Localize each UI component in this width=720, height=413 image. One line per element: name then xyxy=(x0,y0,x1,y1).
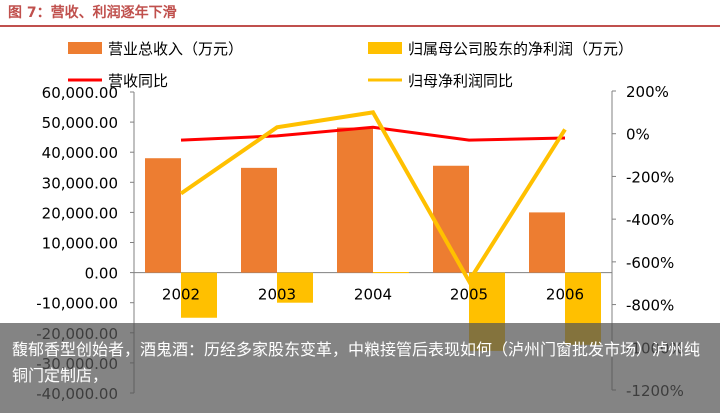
legend: 营业总收入（万元） 归属母公司股东的净利润（万元） 营收同比 归母净利润同比 xyxy=(68,40,633,90)
revenue-bar xyxy=(145,158,181,273)
profit-bar xyxy=(373,271,409,273)
x-tick-label: 2003 xyxy=(258,286,296,304)
revenue-bar xyxy=(337,127,373,273)
right-tick-label: -400% xyxy=(626,211,674,229)
left-tick-label: 20,000.00 xyxy=(42,204,118,222)
lines xyxy=(179,110,567,285)
left-tick-label: 10,000.00 xyxy=(42,235,118,253)
left-tick-label: -10,000.00 xyxy=(36,295,118,313)
revenue-bar xyxy=(433,165,469,273)
revenue-bar xyxy=(241,167,277,273)
legend-label: 归母净利润同比 xyxy=(408,72,513,90)
right-tick-label: -800% xyxy=(626,297,674,315)
left-tick-label: 0.00 xyxy=(85,265,118,283)
legend-label: 营业总收入（万元） xyxy=(108,40,243,58)
caption-text: 馥郁香型创始者，酒鬼酒：历经多家股东变革，中粮接管后表现如何（泸州门窗批发市场）… xyxy=(12,340,701,385)
title-rule xyxy=(0,25,720,27)
profit-bar xyxy=(277,272,313,303)
revenue-bar xyxy=(529,212,565,273)
legend-swatch xyxy=(68,42,102,54)
legend-label: 营收同比 xyxy=(108,72,168,90)
legend-label: 归属母公司股东的净利润（万元） xyxy=(408,40,633,58)
left-tick-label: 60,000.00 xyxy=(42,84,118,102)
caption-overlay: 馥郁香型创始者，酒鬼酒：历经多家股东变革，中粮接管后表现如何（泸州门窗批发市场）… xyxy=(0,323,720,413)
right-tick-label: 200% xyxy=(626,83,669,101)
figure-title: 图 7：营收、利润逐年下滑 xyxy=(8,5,177,21)
right-tick-label: 0% xyxy=(626,126,650,144)
legend-swatch xyxy=(368,42,402,54)
left-tick-label: 40,000.00 xyxy=(42,144,118,162)
left-tick-label: 30,000.00 xyxy=(42,174,118,192)
x-tick-label: 2006 xyxy=(546,286,584,304)
profit-yoy-line xyxy=(179,110,567,285)
left-tick-label: 50,000.00 xyxy=(42,114,118,132)
right-tick-label: -200% xyxy=(626,168,674,186)
x-tick-label: 2004 xyxy=(354,286,392,304)
bars xyxy=(145,127,601,351)
profit-bar xyxy=(181,272,217,318)
right-tick-label: -600% xyxy=(626,254,674,272)
x-tick-label: 2005 xyxy=(450,286,488,304)
x-tick-label: 2002 xyxy=(162,286,200,304)
x-labels: 2002 2003 2004 2005 2006 xyxy=(162,286,584,304)
revenue-yoy-line xyxy=(180,125,566,142)
